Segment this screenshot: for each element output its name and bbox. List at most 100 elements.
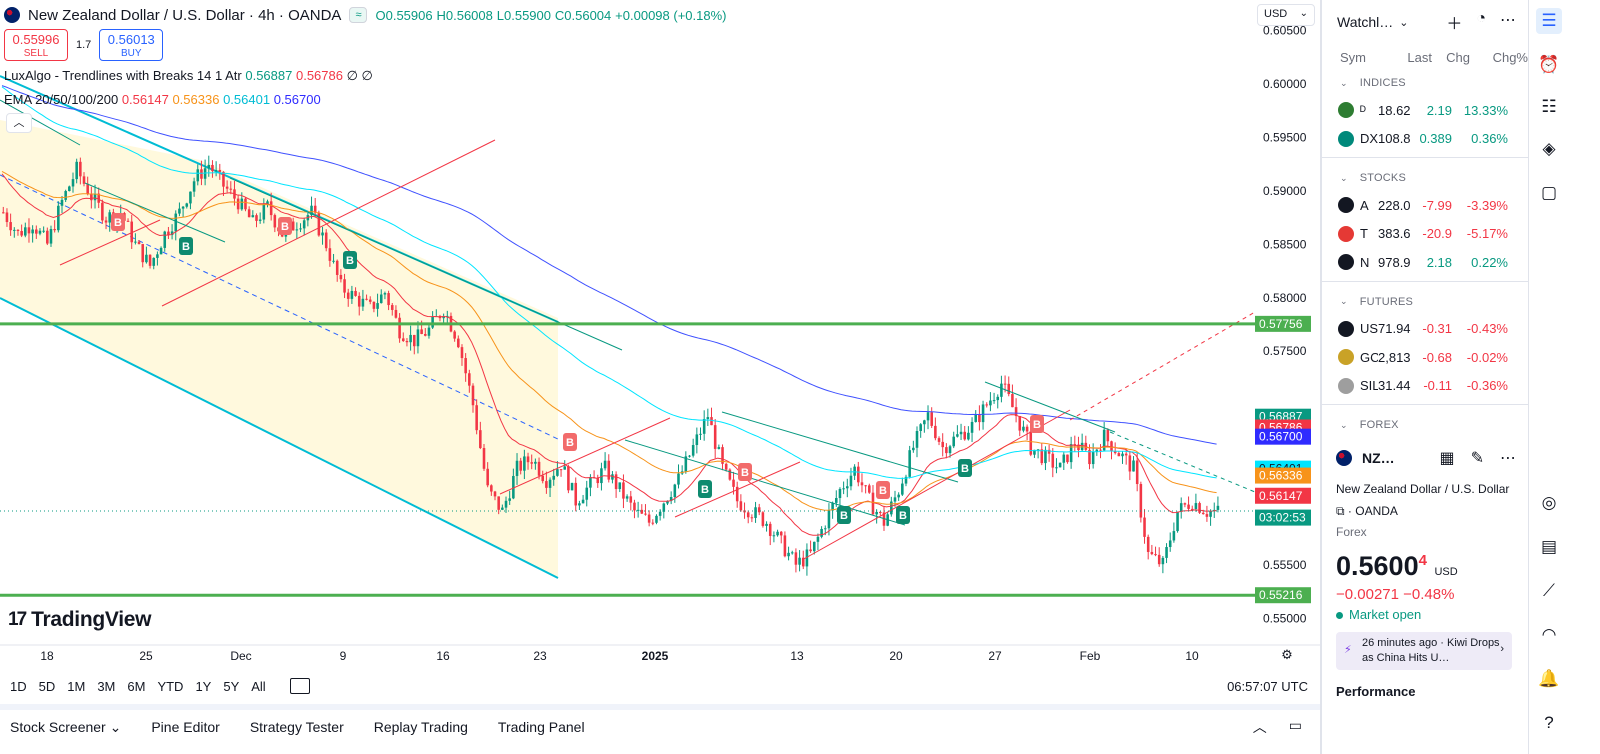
watchlist-section-indices[interactable]: ⌄ INDICES <box>1322 70 1528 96</box>
chevron-up-icon[interactable]: ︿ <box>1252 719 1267 735</box>
tab-pine-editor[interactable]: Pine Editor <box>151 719 220 735</box>
candle-body <box>324 232 328 249</box>
news-item[interactable]: ⚡ 26 minutes ago · Kiwi Drops as China H… <box>1336 632 1512 670</box>
tradingview-logo[interactable]: 17 TradingView <box>8 608 151 632</box>
layers-icon[interactable]: ◈ <box>1542 139 1556 158</box>
tab-replay-trading[interactable]: Replay Trading <box>373 719 468 735</box>
indicator-ema[interactable]: EMA 20/50/100/200 0.56147 0.56336 0.5640… <box>4 92 321 107</box>
help-icon[interactable]: ? <box>1544 713 1554 732</box>
object-tree-icon[interactable]: ☷ <box>1541 97 1557 116</box>
watchlist-icon[interactable]: ☰ <box>1536 8 1562 34</box>
candle-body <box>658 511 662 516</box>
chevron-down-icon[interactable]: ⌄ <box>1399 16 1409 29</box>
time-tick-label: Feb <box>1080 649 1101 663</box>
details-exchange[interactable]: OANDA <box>1355 504 1398 518</box>
candle-body <box>71 179 75 187</box>
sell-button[interactable]: 0.55996 SELL <box>4 29 68 61</box>
watchlist-title[interactable]: Watchl… <box>1337 14 1394 30</box>
watchlist-body: ⌄ INDICES ᴰ 18.62 2.19 13.33% DX 108.8 0.389 0.36… <box>1322 70 1528 438</box>
watchlist-section-forex[interactable]: ⌄ FOREX <box>1322 412 1528 438</box>
watchlist-row[interactable]: GC 2,813 -0.68 -0.02% <box>1322 343 1528 372</box>
candle-body <box>211 164 214 172</box>
tab-stock-screener[interactable]: Stock Screener ⌄ <box>10 719 121 736</box>
candle-body <box>640 509 644 514</box>
price-chart[interactable]: B B B B B B B B B B B B 0.60500 0.60000 0.59500 0.59000… <box>0 0 1320 682</box>
col-chgp[interactable]: Chg% <box>1492 49 1528 65</box>
watchlist-row[interactable]: A 228.0 -7.99 -3.39% <box>1322 191 1528 220</box>
utc-clock[interactable]: 06:57:07 UTC <box>1227 678 1308 694</box>
candle-body <box>805 549 809 567</box>
watchlist-section-futures[interactable]: ⌄ FUTURES <box>1322 289 1528 315</box>
chart-area[interactable]: B B B B B B B B B B B B 0.60500 0.60000 0.59500 0.59000… <box>0 0 1320 682</box>
candle-body <box>1051 453 1055 468</box>
watchlist-row[interactable]: DX 108.8 0.389 0.36% <box>1322 125 1528 154</box>
range-ytd[interactable]: YTD <box>157 678 184 694</box>
right-toolbar: ☰ ⏰ ☷ ◈ ▢ ◎ ▤ ⟋ ◠ 🔔 ? <box>1528 0 1568 754</box>
candle-body <box>156 254 159 258</box>
range-3m[interactable]: 3M <box>97 678 116 694</box>
tab-trading-panel[interactable]: Trading Panel <box>497 719 585 735</box>
trendline <box>721 411 959 483</box>
details-symbol[interactable]: NZ… <box>1362 450 1395 466</box>
target-icon[interactable]: ◎ <box>1541 493 1557 512</box>
chat-icon[interactable]: ▢ <box>1540 183 1558 202</box>
candle-body <box>1135 460 1139 485</box>
candle-body <box>963 431 967 440</box>
candle-body <box>790 552 794 554</box>
candle-body <box>842 488 845 490</box>
col-chg[interactable]: Chg <box>1446 49 1470 65</box>
col-sym[interactable]: Sym <box>1340 49 1366 65</box>
range-1m[interactable]: 1M <box>67 678 86 694</box>
more-options-icon[interactable]: ⋯ <box>1500 12 1516 29</box>
performance-heading[interactable]: Performance <box>1336 684 1416 699</box>
range-1y[interactable]: 1Y <box>195 678 212 694</box>
row-last: 18.62 <box>1378 102 1411 118</box>
bell-icon[interactable]: 🔔 <box>1538 669 1560 688</box>
range-all[interactable]: All <box>251 678 266 694</box>
breakout-marker <box>278 217 292 235</box>
maximize-panel-icon[interactable]: ▭ <box>1288 717 1302 733</box>
alarm-clock-icon[interactable]: ⏰ <box>1538 55 1560 74</box>
range-5d[interactable]: 5D <box>38 678 56 694</box>
col-last[interactable]: Last <box>1407 49 1432 65</box>
candle-body <box>728 469 732 480</box>
calendar-icon[interactable] <box>289 678 310 694</box>
market-status-pill[interactable]: ≈ <box>349 7 368 23</box>
broadcast-icon[interactable]: ◠ <box>1541 625 1557 644</box>
watchlist-section-stocks[interactable]: ⌄ STOCKS <box>1322 165 1528 191</box>
price-tag-label: 03:02:53 <box>1259 511 1306 525</box>
time-tick-label: 2025 <box>642 649 669 663</box>
watchlist-row[interactable]: T 383.6 -20.9 -5.17% <box>1322 220 1528 249</box>
calendar-icon[interactable]: ▤ <box>1540 537 1558 556</box>
range-6m[interactable]: 6M <box>127 678 146 694</box>
chevron-down-icon: ⌄ <box>109 718 122 735</box>
watchlist-row[interactable]: ᴰ 18.62 2.19 13.33% <box>1322 96 1528 125</box>
details-name: New Zealand Dollar / U.S. Dollar <box>1336 482 1510 496</box>
watchlist-row[interactable]: SIL 31.44 -0.11 -0.36% <box>1322 372 1528 401</box>
pine-icon[interactable]: ⟋ <box>1543 581 1555 600</box>
more-options-icon[interactable]: ⋯ <box>1500 450 1516 467</box>
external-link-icon[interactable]: ⧉ <box>1336 504 1345 518</box>
candle-body <box>1036 449 1040 451</box>
watchlist-row[interactable]: US 71.94 -0.31 -0.43% <box>1322 315 1528 344</box>
watchlist-row[interactable]: N 978.9 2.18 0.22% <box>1322 248 1528 277</box>
add-symbol-icon[interactable]: ＋ <box>1446 16 1463 33</box>
indicator-luxalgo[interactable]: LuxAlgo - Trendlines with Breaks 14 1 At… <box>4 68 373 84</box>
tab-strategy-tester[interactable]: Strategy Tester <box>249 719 344 735</box>
currency-select[interactable]: USD ⌄ <box>1257 4 1315 26</box>
candle-body <box>93 193 97 201</box>
edit-icon[interactable]: ✎ <box>1470 450 1484 467</box>
collapse-legend-button[interactable]: ︿ <box>6 113 32 133</box>
advanced-view-icon[interactable]: ◔ <box>1476 10 1486 27</box>
range-5y[interactable]: 5Y <box>223 678 240 694</box>
range-1d[interactable]: 1D <box>10 678 27 694</box>
candle-body <box>368 299 372 302</box>
symbol-title[interactable]: New Zealand Dollar / U.S. Dollar · 4h · … <box>28 6 342 24</box>
candle-body <box>328 248 332 261</box>
candle-body <box>1022 426 1025 431</box>
panel-divider[interactable] <box>1320 0 1322 754</box>
time-tick-label: 20 <box>889 649 903 663</box>
settings-gear-icon[interactable]: ⚙ <box>1281 647 1293 662</box>
grid-icon[interactable]: ▦ <box>1439 450 1455 467</box>
buy-button[interactable]: 0.56013 BUY <box>99 29 164 61</box>
